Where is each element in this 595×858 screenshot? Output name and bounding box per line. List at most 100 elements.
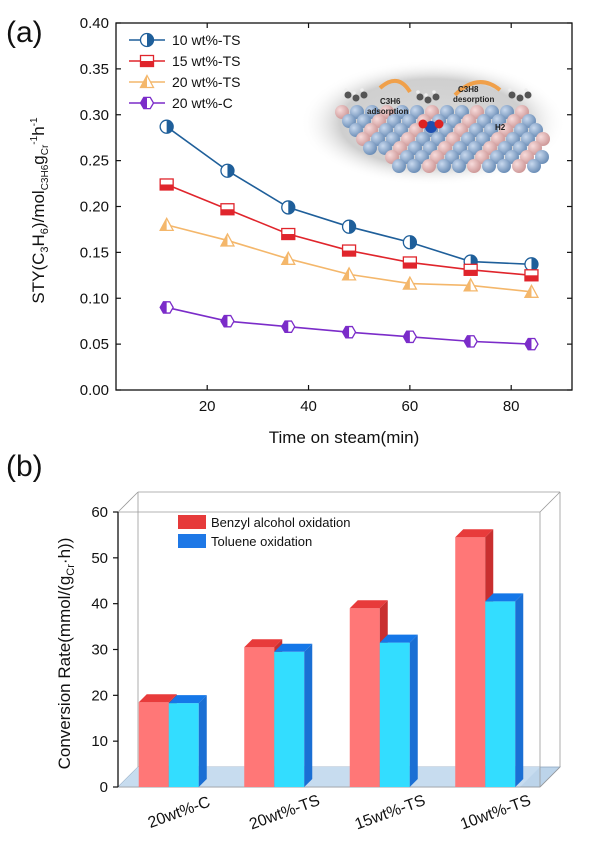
data-point [463,335,478,348]
data-point [341,266,357,281]
propylene-molecule [508,88,532,102]
series-4 [159,301,539,351]
active-site-atom [425,121,437,133]
y-tick-label: 0.30 [80,107,109,124]
legend-label: Toluene oxidation [211,534,312,549]
panel-label-a: (a) [6,16,43,49]
x-tick-label: 80 [503,398,520,415]
data-point [402,275,418,290]
x-tick-label: 15wt%-TS [353,792,428,833]
lattice-atom [497,159,511,173]
y-axis-title: Conversion Rate(mmol/(gCr·h)) [55,538,77,770]
inset-label: C3H6 [380,97,401,106]
catalyst-surface [335,105,550,173]
data-point [280,250,296,265]
legend-marker [139,74,155,89]
legend-label: 20 wt%-C [172,95,233,111]
lattice-atom [392,159,406,173]
data-point [524,257,539,272]
legend-label: Benzyl alcohol oxidation [211,515,350,530]
y-tick-label: 40 [91,596,108,613]
legend: Benzyl alcohol oxidation Toluene oxidatio… [178,515,350,549]
data-point [159,301,174,314]
panel-label-b: (b) [6,450,43,483]
data-point [402,256,418,269]
adsorption-arrow [378,79,412,94]
data-point [281,227,296,241]
bar-side [304,643,313,787]
data-point [524,269,539,282]
data-point [463,263,478,276]
lattice-atom [536,132,550,146]
legend-label: 15 wt%-TS [172,53,240,69]
bar [168,695,207,787]
data-point [159,119,174,134]
y-tick-label: 0 [100,779,108,796]
data-point [220,314,235,328]
data-point [341,219,357,234]
lattice-atom [527,159,541,173]
bar-top [455,529,494,538]
y-tick-label: 60 [91,504,108,521]
bar-front [485,601,516,787]
data-point [219,232,236,247]
desorption-arrow [453,80,502,97]
y-tick-label: 50 [91,550,108,567]
bar-top [274,643,313,652]
x-tick-label: 20wt%-C [146,794,213,832]
line-chart-sty: 0.00 0.05 0.10 0.15 0.20 0.25 0.30 0.35 0.40 20 40… [29,15,573,447]
data-point [341,244,357,257]
x-tick-label: 60 [402,398,419,415]
data-point [341,325,357,339]
x-axis-title: Time on steam(min) [269,428,420,447]
bar-front [349,608,380,787]
box-edge [539,491,561,513]
series-2 [159,178,539,282]
bar-front [379,642,410,787]
box-edge [539,766,561,788]
y-tick-label: 0.35 [80,61,109,78]
data-point [281,320,296,333]
bar-front [138,702,169,787]
bar [379,634,418,787]
bar-front [168,703,199,787]
data-point [402,235,418,250]
lattice-atom [452,159,466,173]
bar-front [455,537,486,787]
lattice-atom [535,150,549,164]
y-tick-label: 10 [91,733,108,750]
y-tick-label: 0.25 [80,153,109,170]
plot-box [117,491,561,788]
molecule-adsorbed [416,90,440,104]
bar-top [138,694,177,703]
data-point [220,203,235,216]
data-point [220,163,235,178]
lattice-atom [482,159,496,173]
y-tick-label: 30 [91,642,108,659]
lattice-atom [467,159,481,173]
lattice-atom [422,159,436,173]
y-axis-title: STY(C3H6)/molC3H6gCr-1h-1 [29,117,51,304]
bar-top [349,600,388,609]
legend-swatch [178,534,206,548]
inset-label: C3H8 [458,85,479,94]
lattice-atom [407,159,421,173]
legend: 10 wt%-TS 15 wt%-TS 20 wt%-TS 20 wt%-C [129,32,240,111]
legend-label: 20 wt%-TS [172,74,240,90]
bar-top [379,634,418,643]
oxygen-atom [434,119,444,129]
bar-top [244,639,283,648]
x-tick-label: 20wt%-TS [247,792,322,833]
y-tick-label: 0.00 [80,382,109,399]
bar-chart-conversion-rate: 0 10 20 30 40 50 60 Conversion Rate(mmol/(gCr·h… [55,491,561,833]
bar-side [409,634,418,787]
series-line [166,306,532,345]
y-tick-label: 0.15 [80,244,109,261]
bar-front [244,647,275,787]
y-tick-label: 0.40 [80,15,109,32]
bar [274,643,313,787]
y-tick-label: 0.20 [80,199,109,216]
y-tick-label: 20 [91,687,108,704]
